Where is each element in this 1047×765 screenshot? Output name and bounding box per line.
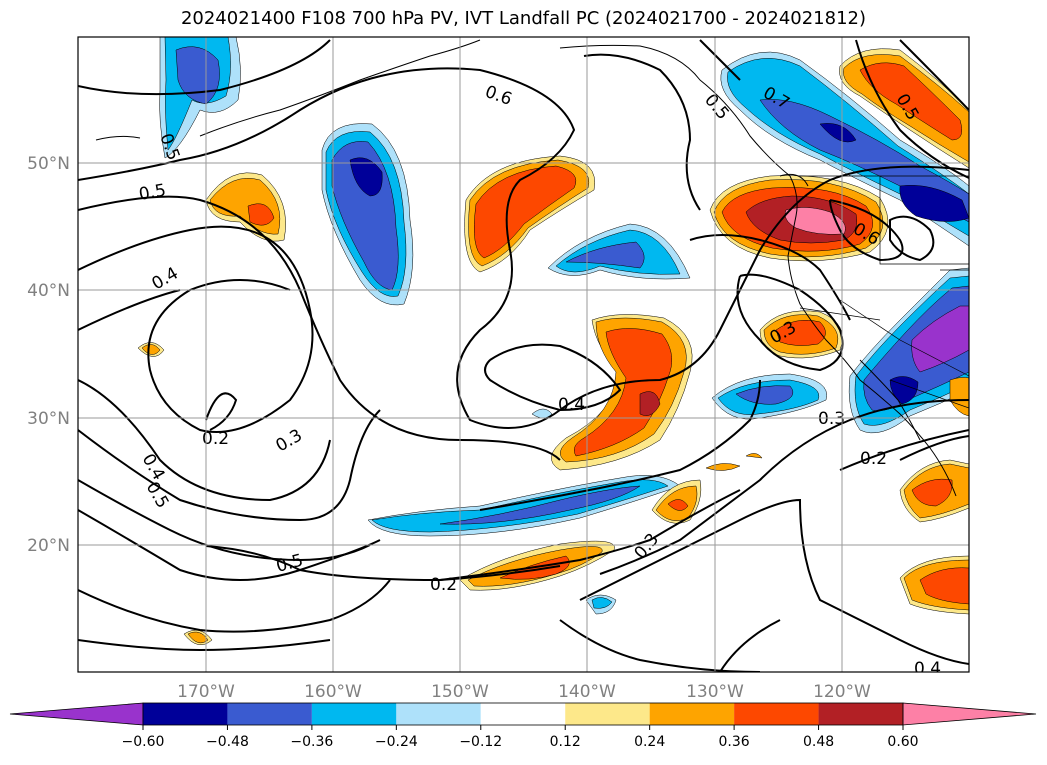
lon-tick-label: 170°W [177, 682, 235, 702]
political-borders [799, 175, 969, 409]
map-frame [77, 36, 970, 673]
colorbar: −0.60 −0.48 −0.36 −0.24 −0.12 0.12 0.24 0.36 0.4… [9, 702, 1037, 750]
contour-label: 0.3 [818, 409, 845, 429]
colorbar-tick-label: −0.48 [206, 734, 249, 750]
colorbar-tick-label: 0.48 [803, 734, 834, 750]
lon-tick-label: 140°W [558, 682, 616, 702]
colorbar-tick-label: 0.12 [550, 734, 581, 750]
colorbar-tick-label: 0.36 [719, 734, 750, 750]
colorbar-segment [480, 703, 566, 725]
colorbar-extend-low [9, 702, 144, 726]
colorbar-segment [227, 703, 312, 725]
contour-label: 0.2 [202, 429, 229, 449]
colorbar-segment [649, 703, 735, 725]
colorbar-frame [142, 702, 904, 726]
lon-tick-label: 150°W [431, 682, 489, 702]
lat-tick-label: 30°N [27, 409, 70, 429]
map-title: 2024021400 F108 700 hPa PV, IVT Landfall… [180, 8, 867, 29]
contour-label: 0.2 [860, 449, 887, 469]
contour-label: 0.4 [558, 395, 585, 415]
lon-axis-labels: 170°W 160°W 150°W 140°W 130°W 120°W [177, 682, 871, 702]
colorbar-tick-label: −0.12 [459, 734, 502, 750]
lat-tick-label: 50°N [27, 154, 70, 174]
colorbar-tick-label: −0.60 [122, 734, 165, 750]
lon-tick-label: 130°W [686, 682, 744, 702]
lat-tick-label: 20°N [27, 536, 70, 556]
colorbar-tick-label: 0.24 [634, 734, 665, 750]
gridlines [78, 37, 969, 672]
colorbar-extend-high [902, 702, 1037, 726]
contour-label: 0.4 [914, 659, 941, 679]
colorbar-tick-label: −0.24 [375, 734, 418, 750]
colorbar-segment [311, 703, 397, 725]
colorbar-segment [565, 703, 650, 725]
colorbar-segment [143, 703, 228, 725]
contour-label: 0.2 [430, 575, 457, 595]
lon-tick-label: 120°W [813, 682, 871, 702]
colorbar-segment [396, 703, 481, 725]
contour-label: 0.5 [137, 181, 167, 205]
colorbar-tick-label: −0.36 [290, 734, 333, 750]
colorbar-tick-label: 0.60 [887, 734, 918, 750]
pv-contours [78, 39, 969, 672]
lat-axis-labels: 50°N 40°N 30°N 20°N [27, 154, 70, 556]
coastline [95, 39, 957, 497]
colorbar-segment [734, 703, 819, 725]
map-area: 0.6 0.5 0.4 0.5 0.2 0.3 0.4 0.5 0.5 0.2 … [78, 37, 969, 679]
colorbar-segment [818, 703, 903, 725]
lon-tick-label: 160°W [304, 682, 362, 702]
lat-tick-label: 40°N [27, 281, 70, 301]
